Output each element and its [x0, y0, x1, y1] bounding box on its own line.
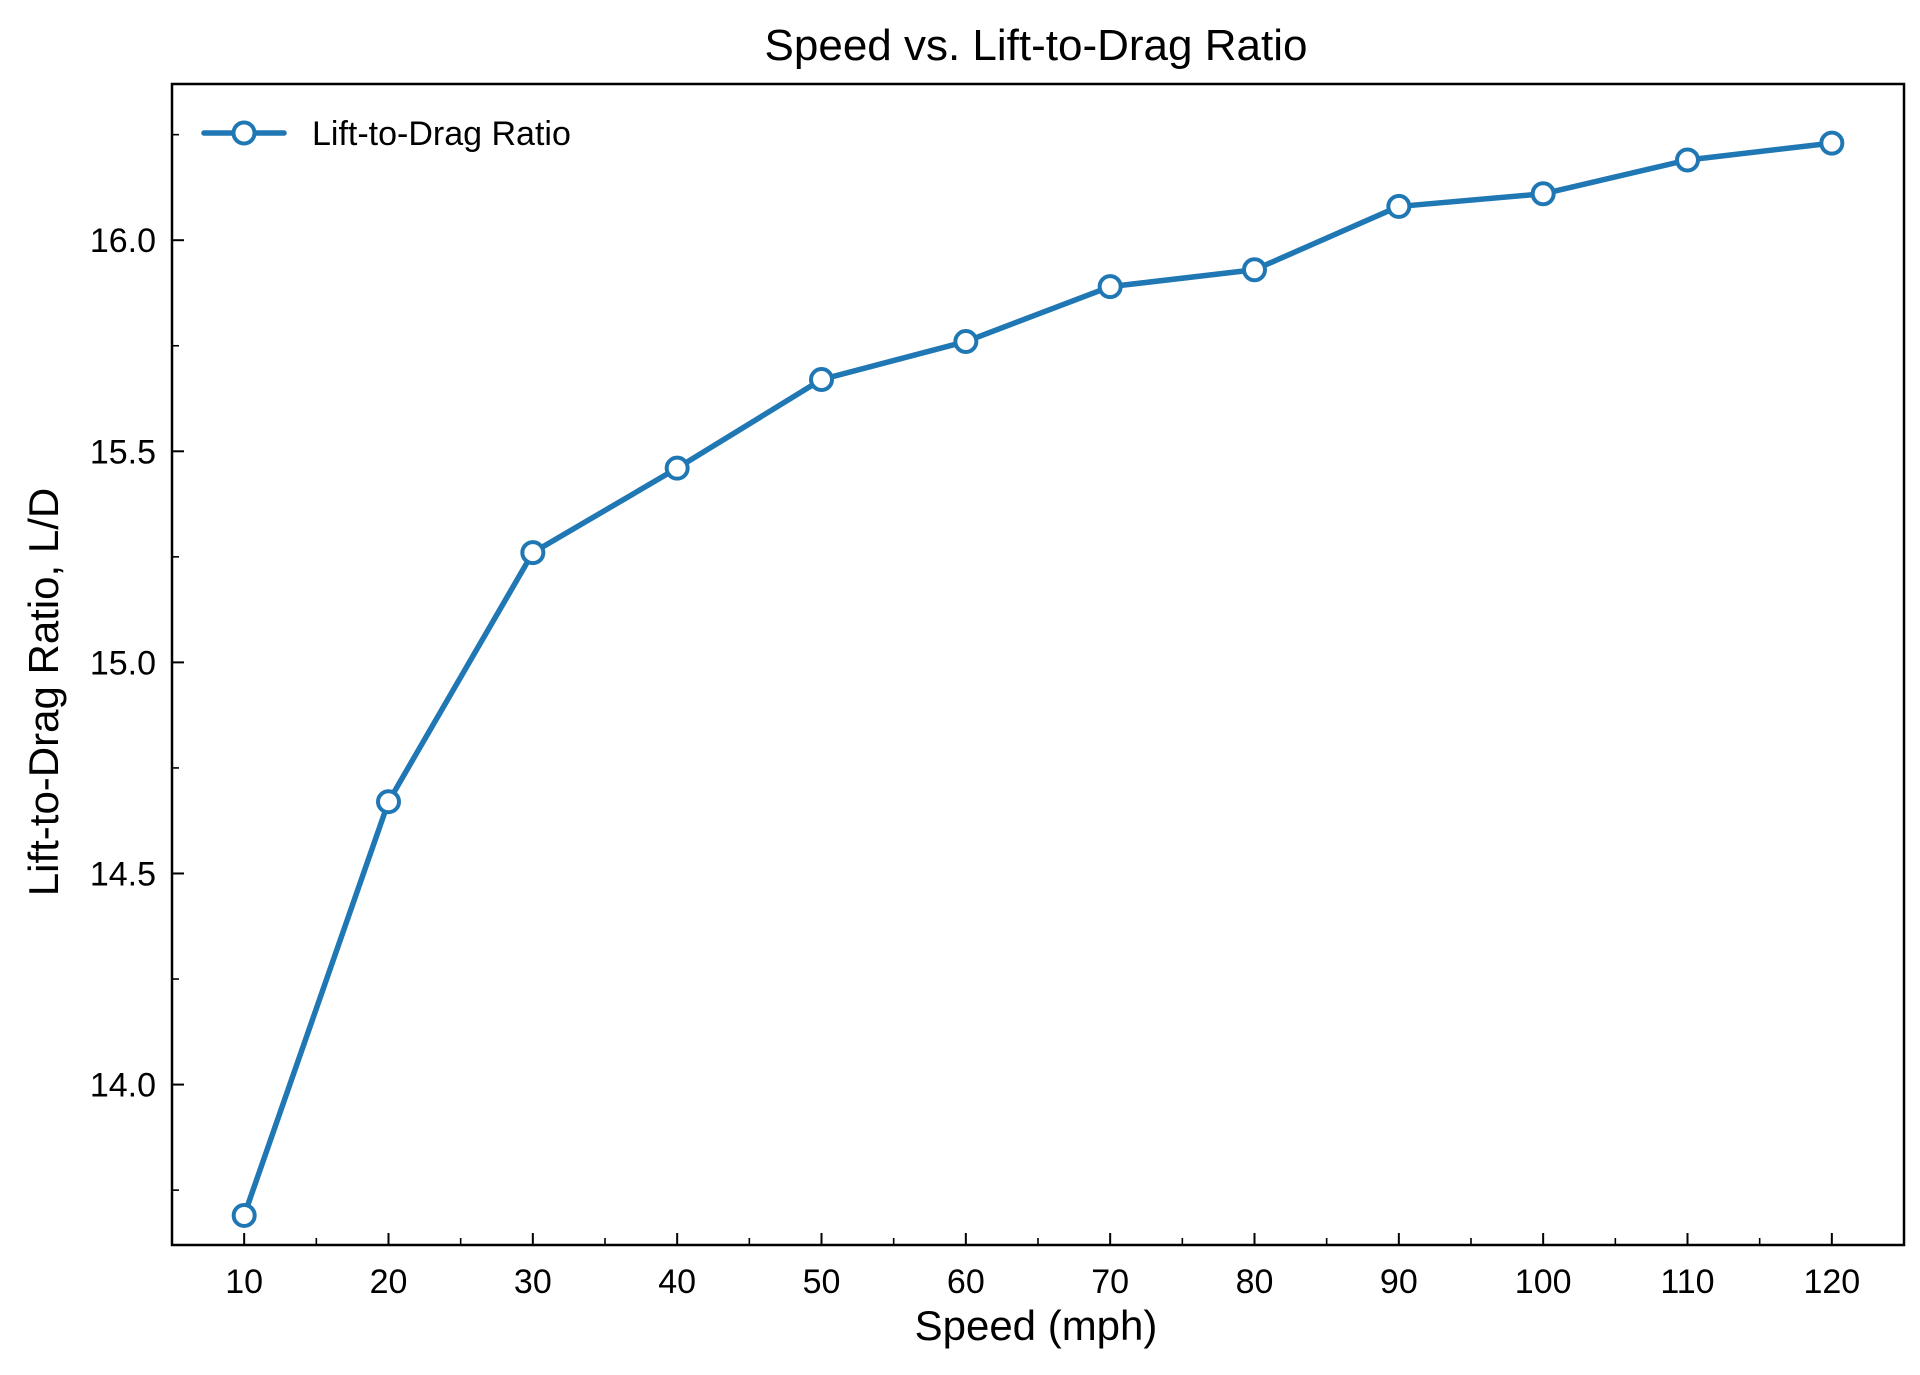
data-point-marker: [664, 455, 690, 481]
y-tick-label: 16.0: [90, 222, 156, 260]
y-tick-label: 15.5: [90, 433, 156, 471]
y-tick-label: 14.5: [90, 855, 156, 893]
x-tick-label: 120: [1803, 1263, 1860, 1301]
x-tick-label: 100: [1515, 1263, 1572, 1301]
y-tick-label: 15.0: [90, 644, 156, 682]
y-tick-label: 14.0: [90, 1067, 156, 1105]
data-point-marker: [953, 329, 979, 355]
chart-title: Speed vs. Lift-to-Drag Ratio: [765, 21, 1308, 70]
x-tick-label: 10: [225, 1263, 263, 1301]
x-tick-label: 90: [1380, 1263, 1418, 1301]
data-point-marker: [1530, 181, 1556, 207]
data-point-marker: [1819, 130, 1845, 156]
x-tick-label: 60: [947, 1263, 985, 1301]
series-line: [241, 140, 1835, 1219]
x-tick-label: 40: [658, 1263, 696, 1301]
data-point-marker: [809, 367, 834, 393]
x-tick-label: 30: [514, 1263, 552, 1301]
x-tick-label: 50: [803, 1263, 841, 1301]
data-point-marker: [376, 789, 401, 815]
plot-frame: [170, 82, 1906, 1247]
x-tick-label: 110: [1660, 1263, 1714, 1301]
x-axis-label: Speed (mph): [915, 1302, 1158, 1349]
y-axis-label: Lift-to-Drag Ratio, L/D: [20, 488, 67, 896]
x-tick-label: 80: [1236, 1263, 1274, 1301]
data-point-marker: [1675, 147, 1700, 173]
plot-area: 10 20 30 40 50 60 70 80 90 100 110 120 14.0 14.5 15.0 1…: [90, 82, 1906, 1301]
x-tick-label: 20: [370, 1263, 408, 1301]
legend-label: Lift-to-Drag Ratio: [312, 115, 571, 153]
data-point-marker: [1097, 274, 1123, 300]
data-point-marker: [1386, 193, 1412, 219]
data-point-marker: [1242, 257, 1267, 283]
legend-marker: [231, 120, 257, 146]
data-point-marker: [231, 1202, 257, 1228]
data-point-marker: [520, 540, 546, 566]
x-tick-label: 70: [1091, 1263, 1129, 1301]
